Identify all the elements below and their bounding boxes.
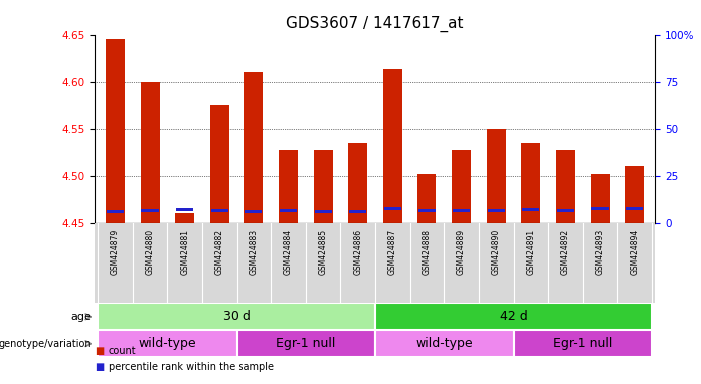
Bar: [210, 105, 229, 223]
Bar: [142, 209, 158, 212]
Bar: [349, 210, 367, 213]
Bar: [280, 209, 297, 212]
Bar: [98, 303, 375, 330]
Bar: [453, 209, 470, 212]
Bar: [175, 214, 194, 223]
Bar: [383, 70, 402, 223]
Text: wild-type: wild-type: [416, 337, 473, 350]
Text: GSM424879: GSM424879: [111, 229, 120, 275]
Text: GSM424883: GSM424883: [250, 229, 259, 275]
Text: GSM424880: GSM424880: [146, 229, 154, 275]
Bar: [626, 207, 644, 210]
Bar: [514, 330, 652, 357]
Text: GSM424888: GSM424888: [423, 229, 431, 275]
Bar: [211, 209, 228, 212]
Bar: [176, 208, 193, 211]
Bar: [106, 39, 125, 223]
Text: GSM424882: GSM424882: [215, 229, 224, 275]
Bar: [315, 210, 332, 213]
Bar: [313, 150, 333, 223]
Bar: [486, 129, 505, 223]
Bar: [245, 210, 262, 213]
Bar: [417, 174, 437, 223]
Text: ■: ■: [95, 346, 104, 356]
Text: GSM424889: GSM424889: [457, 229, 466, 275]
Text: GSM424884: GSM424884: [284, 229, 293, 275]
Text: GSM424892: GSM424892: [561, 229, 570, 275]
Text: GSM424893: GSM424893: [596, 229, 604, 275]
Bar: [375, 330, 514, 357]
Bar: [375, 303, 652, 330]
Bar: [245, 72, 264, 223]
Bar: [418, 209, 435, 212]
Bar: [236, 330, 375, 357]
Bar: [98, 330, 236, 357]
Bar: [590, 174, 610, 223]
Bar: [556, 150, 575, 223]
Bar: [557, 209, 574, 212]
Text: percentile rank within the sample: percentile rank within the sample: [109, 362, 273, 372]
Text: wild-type: wild-type: [139, 337, 196, 350]
Text: genotype/variation: genotype/variation: [0, 339, 91, 349]
Text: 30 d: 30 d: [223, 310, 250, 323]
Text: Egr-1 null: Egr-1 null: [553, 337, 613, 350]
Bar: [348, 143, 367, 223]
Bar: [107, 210, 124, 213]
Bar: [452, 150, 471, 223]
Bar: [592, 207, 608, 210]
Bar: [522, 143, 540, 223]
Bar: [488, 209, 505, 212]
Text: age: age: [70, 312, 91, 322]
Text: ■: ■: [95, 362, 104, 372]
Text: count: count: [109, 346, 136, 356]
Text: 42 d: 42 d: [500, 310, 527, 323]
Text: GSM424887: GSM424887: [388, 229, 397, 275]
Bar: [140, 82, 160, 223]
Text: GSM424885: GSM424885: [319, 229, 327, 275]
Text: GSM424891: GSM424891: [526, 229, 536, 275]
Text: GSM424894: GSM424894: [630, 229, 639, 275]
Bar: [279, 150, 298, 223]
Text: GSM424890: GSM424890: [491, 229, 501, 275]
Title: GDS3607 / 1417617_at: GDS3607 / 1417617_at: [286, 16, 464, 32]
Bar: [383, 207, 401, 210]
Text: Egr-1 null: Egr-1 null: [276, 337, 336, 350]
Text: GSM424886: GSM424886: [353, 229, 362, 275]
Bar: [625, 166, 644, 223]
Text: GSM424881: GSM424881: [180, 229, 189, 275]
Bar: [522, 208, 539, 211]
